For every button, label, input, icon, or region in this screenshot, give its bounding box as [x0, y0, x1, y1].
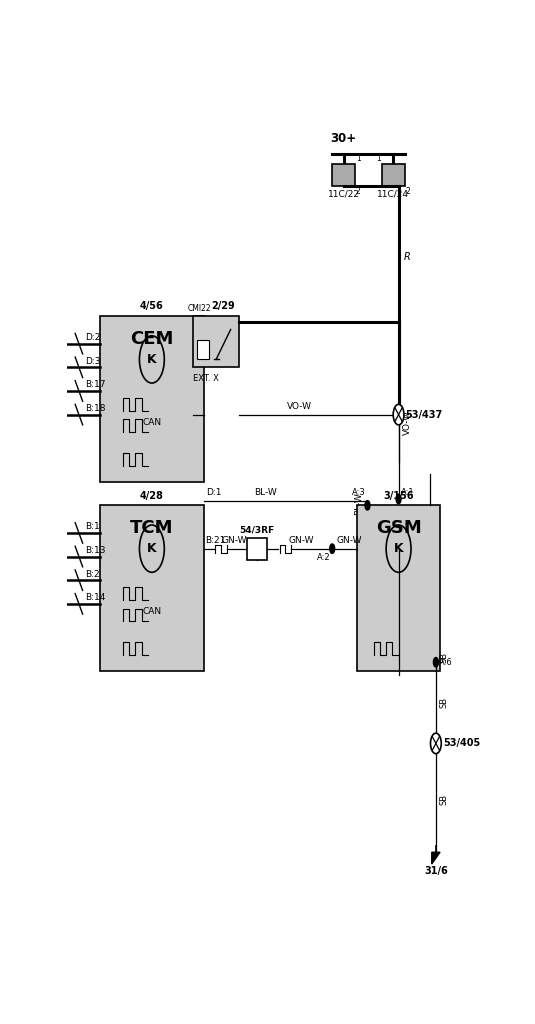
Text: K: K — [394, 542, 403, 555]
Text: VO-W: VO-W — [287, 401, 311, 411]
Text: CEM: CEM — [130, 331, 173, 348]
Text: D:3: D:3 — [86, 356, 101, 366]
Text: K: K — [147, 353, 157, 366]
Text: CAN: CAN — [142, 607, 162, 616]
Circle shape — [330, 544, 335, 553]
Text: K: K — [147, 542, 157, 555]
Text: 30+: 30+ — [331, 132, 357, 145]
Circle shape — [396, 495, 401, 504]
Text: 2/29: 2/29 — [211, 301, 235, 311]
Text: SB: SB — [439, 697, 448, 708]
Polygon shape — [432, 852, 440, 864]
Circle shape — [433, 657, 438, 667]
Text: SB: SB — [439, 651, 448, 663]
Text: GN-W: GN-W — [336, 536, 362, 545]
Text: A:3: A:3 — [351, 488, 365, 498]
Text: 10: 10 — [251, 544, 263, 554]
Text: A:1: A:1 — [401, 488, 414, 498]
Text: 2: 2 — [356, 186, 361, 196]
Text: EXT. X: EXT. X — [193, 374, 219, 383]
Text: 3/156: 3/156 — [383, 490, 414, 501]
Text: BL-W: BL-W — [255, 488, 277, 498]
Text: GN-W: GN-W — [221, 536, 247, 545]
Bar — [332, 164, 355, 186]
Text: 3: 3 — [233, 321, 238, 326]
Bar — [247, 538, 267, 560]
Text: B:14: B:14 — [86, 593, 106, 602]
Text: 1: 1 — [218, 358, 223, 365]
Text: 53/405: 53/405 — [444, 738, 480, 749]
Text: B:13: B:13 — [86, 546, 106, 555]
Text: A:2: A:2 — [317, 553, 331, 562]
Bar — [357, 505, 440, 671]
Text: 4: 4 — [195, 321, 200, 326]
Bar — [382, 164, 405, 186]
Text: TCM: TCM — [130, 519, 174, 538]
Text: A:6: A:6 — [439, 657, 453, 667]
Text: B:17: B:17 — [86, 380, 106, 389]
Bar — [197, 340, 209, 359]
Text: 2: 2 — [406, 186, 410, 196]
Text: D:2: D:2 — [86, 333, 101, 342]
Text: 31/6: 31/6 — [424, 865, 448, 876]
Text: 1: 1 — [356, 154, 361, 163]
Text: CAN: CAN — [142, 418, 162, 427]
Text: CMI22: CMI22 — [188, 304, 211, 313]
Text: GN-W: GN-W — [288, 536, 314, 545]
Text: B:1: B:1 — [86, 522, 100, 531]
Circle shape — [365, 501, 370, 510]
Text: 4/28: 4/28 — [140, 490, 164, 501]
Bar — [100, 505, 204, 671]
Text: 11C/24: 11C/24 — [377, 189, 409, 199]
Text: 1: 1 — [377, 154, 381, 163]
Text: SB: SB — [439, 794, 448, 805]
Text: 2: 2 — [195, 358, 200, 365]
Bar — [193, 316, 239, 368]
Text: B:18: B:18 — [86, 404, 106, 413]
Text: B:2: B:2 — [86, 569, 100, 579]
Text: 4/56: 4/56 — [140, 301, 164, 311]
Text: GSM: GSM — [376, 519, 422, 538]
Text: BL-W: BL-W — [354, 492, 363, 515]
Text: D:1: D:1 — [206, 488, 221, 498]
Text: 54/3RF: 54/3RF — [240, 525, 275, 535]
Bar — [100, 316, 204, 481]
Text: R: R — [403, 252, 410, 262]
Circle shape — [393, 404, 404, 425]
Text: 53/437: 53/437 — [405, 410, 442, 420]
Circle shape — [431, 733, 441, 754]
Text: VO-W: VO-W — [403, 410, 412, 435]
Text: 11C/22: 11C/22 — [327, 189, 360, 199]
Text: B:21: B:21 — [205, 536, 225, 545]
